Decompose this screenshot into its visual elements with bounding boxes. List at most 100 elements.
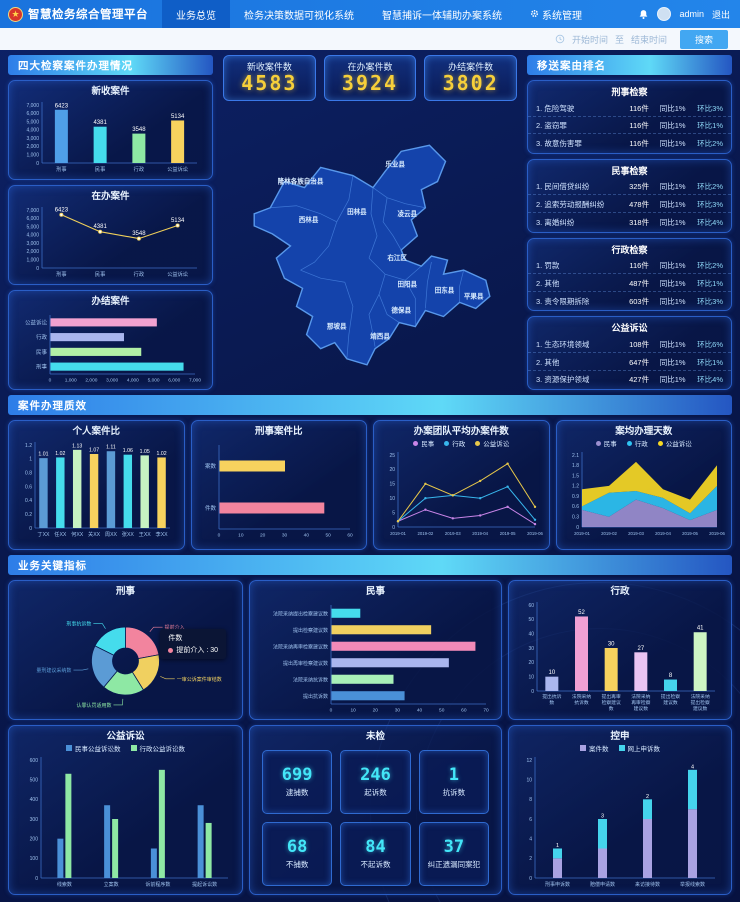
legend-item: 民事: [595, 439, 617, 449]
svg-text:2019-02: 2019-02: [601, 531, 617, 536]
stat-value: 3802: [442, 71, 499, 95]
legend-label: 民事公益诉讼数: [75, 746, 121, 754]
svg-text:任XX: 任XX: [54, 530, 67, 538]
panel-new-cases: 新收案件 0 1,000 2,000 3,000 4,000 5,000 6,000 7,00…: [8, 80, 213, 180]
end-date-field[interactable]: 结束时间: [630, 34, 667, 45]
svg-text:27: 27: [637, 646, 644, 652]
legend-swatch: [580, 745, 586, 752]
svg-text:1.8: 1.8: [572, 463, 579, 469]
svg-text:1.01: 1.01: [38, 452, 48, 458]
legend-item: 网上申诉数: [618, 744, 661, 754]
svg-text:0: 0: [49, 378, 52, 384]
stat-label: 办结案件数: [448, 62, 494, 72]
nav-item-label: 业务总览: [176, 10, 216, 22]
rank-count: 427件: [629, 375, 650, 385]
svg-text:0: 0: [576, 525, 579, 531]
legend-label: 民事: [603, 441, 617, 449]
svg-text:周XX: 周XX: [105, 531, 118, 538]
rank-name: 3. 离婚纠纷: [536, 217, 575, 227]
svg-text:50: 50: [528, 618, 534, 624]
panel-petition: 控申 案件数 网上申诉数 0 2 4 6 8 10 12 刑事申诉数 赔偿申请数 来访接待数 举报线索…: [508, 725, 732, 895]
rank-count: 325件: [629, 182, 650, 192]
svg-text:3,000: 3,000: [106, 378, 118, 384]
legend-label: 行政公益诉讼数: [139, 746, 186, 754]
nav-item[interactable]: 智慧捕诉一体辅助办案系统: [368, 0, 516, 28]
svg-text:52: 52: [578, 610, 585, 616]
juvenile-stat-label: 抗诉数: [442, 788, 466, 798]
svg-text:1: 1: [29, 457, 32, 463]
svg-text:6423: 6423: [55, 104, 69, 110]
svg-text:20: 20: [389, 468, 395, 474]
bell-icon[interactable]: [638, 9, 649, 20]
user-avatar[interactable]: [657, 7, 672, 21]
svg-text:提出检察: 提出检察: [661, 693, 680, 700]
rank-count: 116件: [629, 103, 649, 113]
rank-count: 478件: [629, 200, 650, 210]
svg-text:抗诉数: 抗诉数: [574, 699, 589, 706]
svg-text:立案数: 立案数: [104, 881, 119, 888]
rank-panel: 行政检察 1. 罚款 116件 同比1% 环比2% 2. 其他 487件 同比1% 环比1% 3.…: [527, 237, 732, 312]
svg-text:20: 20: [528, 661, 534, 667]
svg-text:15: 15: [389, 482, 395, 488]
svg-text:5,000: 5,000: [148, 378, 160, 384]
svg-text:0.6: 0.6: [25, 485, 32, 491]
rank-rows: 1. 罚款 116件 同比1% 环比2% 2. 其他 487件 同比1% 环比1% 3. 责令限…: [528, 257, 731, 311]
svg-text:4,000: 4,000: [127, 378, 139, 384]
stat-value: 3924: [341, 71, 399, 95]
stat-label: 在办案件数: [347, 62, 393, 72]
svg-text:0.8: 0.8: [25, 471, 32, 477]
svg-text:6,000: 6,000: [26, 216, 39, 222]
chart-administrative-bars-svg: 010203040506010提出抗诉数52法院采纳抗诉数30提出再审检察建议数…: [528, 602, 715, 712]
rank-row: 1. 民间借贷纠纷 325件 同比1% 环比2%: [528, 179, 731, 196]
svg-text:来访接待数: 来访接待数: [635, 881, 660, 888]
panel-average-days: 案均办理天数 民事 行政 公益诉讼 0 0.3 0.6 0.9 1.2 1.5 1.8 2.1 20…: [555, 420, 732, 550]
svg-text:1.02: 1.02: [55, 451, 65, 457]
svg-text:赔偿申请数: 赔偿申请数: [590, 881, 615, 888]
nav-item[interactable]: 检务决策数据可视化系统: [230, 0, 368, 28]
svg-text:行政: 行政: [36, 334, 48, 342]
svg-text:10: 10: [238, 533, 244, 539]
svg-text:8: 8: [529, 798, 532, 804]
rank-name: 3. 故意伤害罪: [536, 139, 582, 149]
rank-mom: 环比3%: [697, 200, 723, 210]
nav-item[interactable]: 系统管理: [516, 0, 596, 28]
nav-item[interactable]: 业务总览: [162, 0, 230, 28]
svg-text:30: 30: [395, 708, 401, 714]
svg-text:2019-03: 2019-03: [628, 531, 644, 536]
svg-text:500: 500: [30, 778, 39, 784]
rank-mom: 环比4%: [697, 375, 723, 385]
legend: 案件数 网上申诉数: [580, 742, 661, 754]
svg-text:100: 100: [30, 857, 39, 863]
rank-row: 2. 追索劳动报酬纠纷 478件 同比1% 环比3%: [528, 197, 731, 214]
logout-link[interactable]: 退出: [711, 9, 730, 20]
svg-text:张XX: 张XX: [122, 530, 135, 538]
app-title: 智慧检务综合管理平台: [28, 9, 148, 21]
legend-item: 民事公益诉讼数: [66, 744, 121, 754]
start-date-field[interactable]: 开始时间: [571, 34, 608, 45]
search-button[interactable]: 搜索: [679, 29, 728, 49]
panel-personal-ratio: 个人案件比 0 0.2 0.4 0.6 0.8 1 1.2 1.01 丁XX 1.02 任XX 1.1…: [8, 420, 185, 550]
svg-text:公益诉讼: 公益诉讼: [25, 319, 48, 327]
tooltip-series-dot: [168, 647, 174, 653]
svg-text:2019-04: 2019-04: [472, 531, 488, 536]
rank-yoy: 同比1%: [659, 339, 686, 349]
panel-administrative-bars: 行政 0 10 20 30 40 50 60 10 提出抗诉数 52 法院采纳 抗诉数 30 提出再审 检察…: [508, 580, 732, 720]
filter-bar: 开始时间 至 结束时间 搜索: [0, 28, 740, 50]
chart-new-cases-svg: 0 1,000 2,000 3,000 4,000 5,000 6,000 7,000 6423…: [26, 102, 197, 173]
legend-swatch: [444, 440, 450, 446]
svg-text:0: 0: [29, 526, 32, 532]
chart-closed-cases-svg: 0 1,000 2,000 3,000 4,000 5,000 6,000 7,000 公益诉讼…: [25, 315, 201, 384]
panel-public-interest: 公益诉讼 民事公益诉讼数 行政公益诉讼数 0 100 200 300 400 500 600 线…: [8, 725, 243, 895]
svg-text:2: 2: [646, 794, 649, 800]
chart-average-days-svg: 0 0.3 0.6 0.9 1.2 1.5 1.8 2.1 2019-01 2019-02 2019…: [572, 452, 725, 536]
svg-text:刑事: 刑事: [36, 363, 48, 371]
juvenile-stat-grid: 699 逮捕数 246 起诉数 1 抗诉数 68 不捕数 84 不起诉数 37 纠正遗漏同案犯: [250, 742, 501, 894]
rank-name: 1. 民间借贷纠纷: [536, 182, 590, 192]
panel-title: 未检: [365, 731, 385, 742]
left-column: 四大检察案件办理情况 新收案件 0 1,000 2,000 3,000 4,000 5,0…: [8, 55, 213, 390]
svg-text:关XX: 关XX: [88, 530, 101, 538]
legend-label: 网上申诉数: [627, 746, 661, 754]
svg-text:3: 3: [601, 814, 604, 820]
section-header-four-categories: 四大检察案件办理情况: [8, 55, 213, 75]
